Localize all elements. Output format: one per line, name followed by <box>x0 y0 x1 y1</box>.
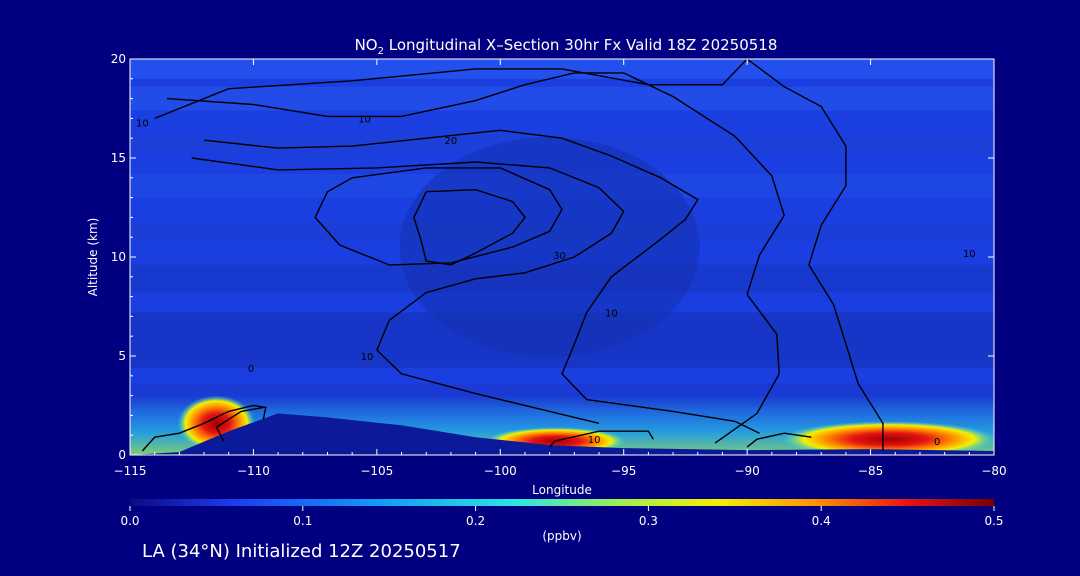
y-axis: 0 5 10 15 20 <box>111 52 994 462</box>
contour-line <box>314 167 563 266</box>
colorbar-label: (ppbv) <box>542 529 581 543</box>
y-tick-label: 15 <box>111 151 126 165</box>
colorbar-ticks: 0.0 0.1 0.2 0.3 0.4 0.5 <box>120 506 1004 528</box>
x-tick-label: −100 <box>484 464 517 478</box>
contour-line <box>141 404 267 452</box>
contour-line <box>166 72 785 444</box>
contour-label: 0 <box>248 364 254 375</box>
x-tick-label: −80 <box>981 464 1006 478</box>
colorbar-tick-label: 0.3 <box>639 514 658 528</box>
x-tick-label: −115 <box>114 464 147 478</box>
x-tick-label: −105 <box>360 464 393 478</box>
colorbar-tick-label: 0.0 <box>120 514 139 528</box>
chart-title-subscript: 2 <box>378 46 384 57</box>
footer-caption: LA (34°N) Initialized 12Z 20250517 <box>142 541 461 562</box>
contour-label: 10 <box>361 352 374 363</box>
contour-line <box>413 188 526 266</box>
background-band <box>130 86 994 111</box>
x-tick-label: −95 <box>611 464 636 478</box>
x-tick-label: −110 <box>237 464 270 478</box>
contour-label: 10 <box>605 308 618 319</box>
x-axis: −115 −110 −105 −100 −95 −90 −85 −80 <box>114 59 1007 478</box>
contour-label: 0 <box>934 437 940 448</box>
x-tick-label: −90 <box>734 464 759 478</box>
y-tick-label: 10 <box>111 250 126 264</box>
hotspot <box>782 421 994 455</box>
colorbar-tick-label: 0.5 <box>984 514 1003 528</box>
terrain-mask <box>130 413 994 455</box>
contour-line <box>215 406 264 442</box>
contour-line <box>204 129 760 434</box>
contour-label: 10 <box>358 114 371 125</box>
contour-line <box>746 432 812 448</box>
contour-labels: 10 10 20 30 10 10 0 10 10 0 <box>136 114 976 448</box>
contour-line <box>191 157 625 424</box>
dark-core-region <box>399 137 700 358</box>
y-tick-label: 5 <box>118 349 126 363</box>
x-axis-label: Longitude <box>532 483 592 497</box>
contour-label: 10 <box>136 118 149 129</box>
contour-label: 30 <box>553 251 566 262</box>
colorbar <box>130 499 994 506</box>
contour-line <box>154 59 884 451</box>
contour-label: 10 <box>588 435 601 446</box>
contour-label: 10 <box>963 249 976 260</box>
y-axis-label: Altitude (km) <box>86 218 100 297</box>
contour-label: 20 <box>445 136 458 147</box>
chart-title-main: NO <box>355 36 378 54</box>
x-tick-label: −85 <box>858 464 883 478</box>
colorbar-tick-label: 0.1 <box>293 514 312 528</box>
y-tick-label: 20 <box>111 52 126 66</box>
contour-line <box>549 430 654 448</box>
plot-area: 10 10 20 30 10 10 0 10 10 0 <box>130 59 994 455</box>
colorbar-tick-label: 0.4 <box>812 514 831 528</box>
chart-title-rest: Longitudinal X–Section 30hr Fx Valid 18Z… <box>384 36 777 54</box>
colorbar-tick-label: 0.2 <box>466 514 485 528</box>
chart-title: NO2 Longitudinal X–Section 30hr Fx Valid… <box>355 36 778 57</box>
y-tick-label: 0 <box>118 448 126 462</box>
contour-lines <box>141 59 884 452</box>
